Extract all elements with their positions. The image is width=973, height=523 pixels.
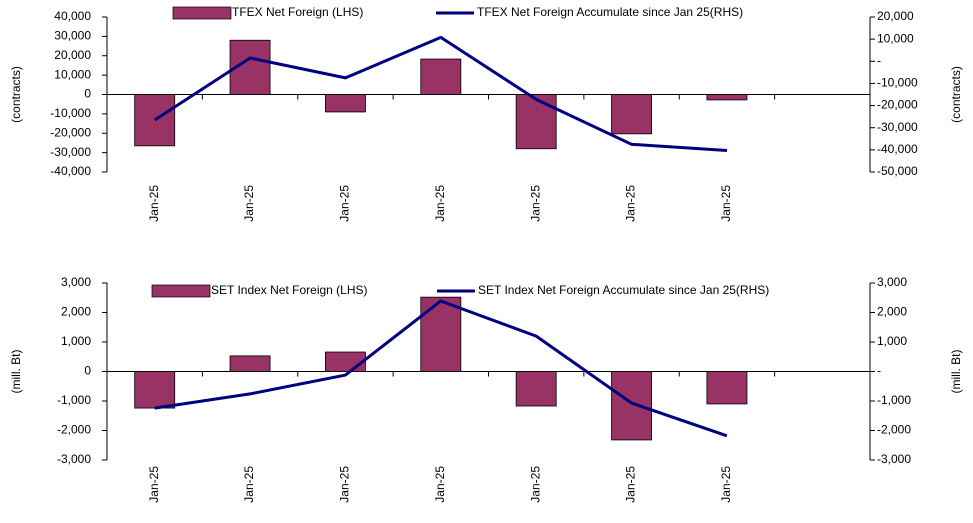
- y-tick-label: -20,000: [50, 125, 91, 139]
- legend-label: SET Index Net Foreign Accumulate since J…: [478, 283, 769, 297]
- y-tick-label: 1,000: [61, 334, 91, 348]
- y2-axis-label: (mill. Bt): [949, 350, 963, 394]
- y2-tick-label: -2,000: [877, 423, 911, 437]
- y2-tick-label: -30,000: [877, 120, 918, 134]
- y2-tick-label: -10,000: [877, 76, 918, 90]
- y2-tick-label: -40,000: [877, 142, 918, 156]
- x-tick-label: Jan-25: [147, 185, 161, 222]
- bar: [706, 371, 748, 405]
- x-tick-label: Jan-25: [242, 185, 256, 222]
- y-tick-label: -40,000: [50, 164, 91, 178]
- bar: [325, 94, 366, 113]
- x-tick-label: Jan-25: [338, 466, 352, 503]
- y-tick-label: 0: [84, 87, 91, 101]
- y-tick-label: -30,000: [50, 145, 91, 159]
- y2-tick-label: 2,000: [877, 305, 907, 319]
- y-tick-label: -3,000: [57, 452, 91, 466]
- x-tick-label: Jan-25: [719, 185, 733, 222]
- bar: [229, 355, 271, 372]
- y-tick-label: 20,000: [54, 48, 91, 62]
- y-tick-label: -10,000: [50, 106, 91, 120]
- legend-swatch: [172, 6, 232, 20]
- bar: [325, 351, 366, 372]
- bar: [420, 58, 462, 95]
- y2-tick-label: -: [877, 364, 881, 378]
- y2-tick-label: -20,000: [877, 98, 918, 112]
- x-tick-label: Jan-25: [624, 185, 638, 222]
- x-tick-label: Jan-25: [433, 185, 447, 222]
- bar: [515, 371, 557, 407]
- y-tick-label: 3,000: [61, 275, 91, 289]
- y-tick-label: 2,000: [61, 305, 91, 319]
- legend-label: TFEX Net Foreign (LHS): [232, 5, 363, 19]
- x-tick-label: Jan-25: [147, 466, 161, 503]
- bar: [134, 94, 176, 147]
- y2-tick-label: 3,000: [877, 275, 907, 289]
- x-tick-label: Jan-25: [338, 185, 352, 222]
- x-tick-label: Jan-25: [624, 466, 638, 503]
- bar: [611, 94, 652, 135]
- y-tick-label: 40,000: [54, 9, 91, 23]
- legend-label: SET Index Net Foreign (LHS): [211, 283, 368, 297]
- y-tick-label: 0: [84, 364, 91, 378]
- y-tick-label: 10,000: [54, 67, 91, 81]
- bar: [515, 94, 557, 150]
- bar: [706, 94, 748, 101]
- y2-tick-label: 20,000: [877, 9, 914, 23]
- y-axis-label: (mill. Bt): [9, 350, 23, 394]
- y-tick-label: -2,000: [57, 423, 91, 437]
- y2-tick-label: -: [877, 53, 881, 67]
- x-tick-label: Jan-25: [433, 466, 447, 503]
- y-tick-label: -1,000: [57, 393, 91, 407]
- y2-tick-label: 1,000: [877, 334, 907, 348]
- x-tick-label: Jan-25: [528, 185, 542, 222]
- bar: [611, 371, 652, 441]
- bar: [420, 296, 462, 372]
- legend-label: TFEX Net Foreign Accumulate since Jan 25…: [477, 5, 743, 19]
- legend-swatch: [151, 284, 211, 298]
- bar: [134, 371, 176, 409]
- y2-tick-label: -50,000: [877, 164, 918, 178]
- y2-tick-label: 10,000: [877, 31, 914, 45]
- line: [153, 35, 728, 153]
- x-tick-label: Jan-25: [242, 466, 256, 503]
- x-tick-label: Jan-25: [528, 466, 542, 503]
- y2-tick-label: -1,000: [877, 393, 911, 407]
- y-tick-label: 30,000: [54, 29, 91, 43]
- x-tick-label: Jan-25: [719, 466, 733, 503]
- y2-tick-label: -3,000: [877, 452, 911, 466]
- line: [154, 299, 728, 438]
- y2-axis-label: (contracts): [949, 66, 963, 123]
- y-axis-label: (contracts): [9, 66, 23, 123]
